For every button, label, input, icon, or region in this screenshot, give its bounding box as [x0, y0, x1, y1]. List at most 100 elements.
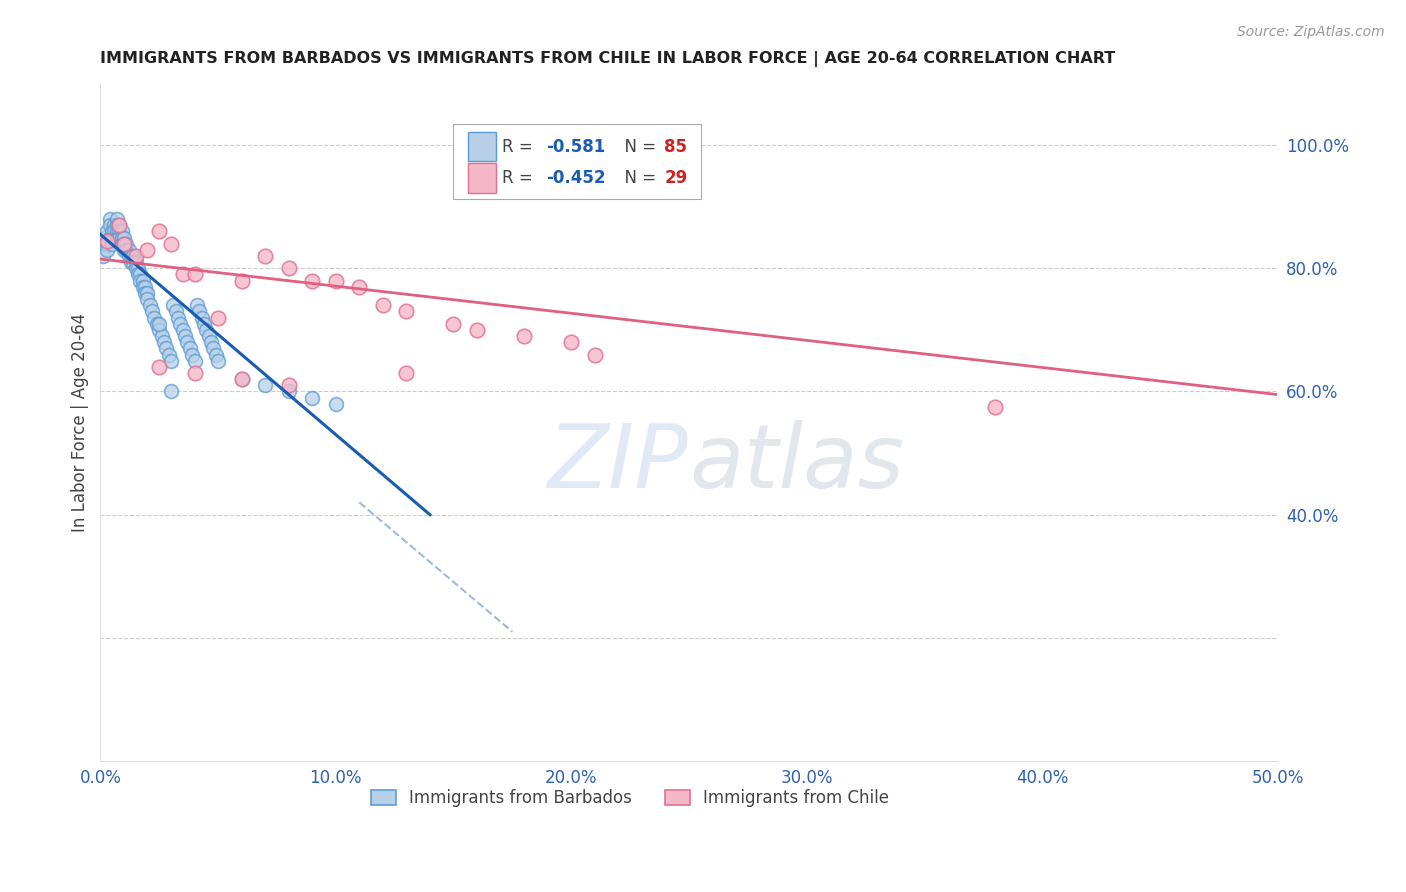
Point: [139, 298, 162, 312]
Point: [98, 230, 121, 244]
Point: [96, 224, 118, 238]
Point: [188, 304, 211, 318]
Point: [127, 268, 149, 282]
Point: [148, 359, 170, 374]
FancyBboxPatch shape: [468, 132, 496, 161]
FancyBboxPatch shape: [468, 162, 496, 193]
Point: [112, 236, 135, 251]
Text: 85: 85: [664, 137, 688, 155]
Y-axis label: In Labor Force | Age 20-64: In Labor Force | Age 20-64: [72, 313, 89, 532]
Point: [91, 249, 114, 263]
Point: [254, 249, 277, 263]
Point: [325, 397, 347, 411]
Point: [127, 261, 149, 276]
Point: [167, 310, 190, 325]
Point: [301, 391, 323, 405]
Point: [101, 230, 124, 244]
Point: [108, 230, 131, 244]
Text: Source: ZipAtlas.com: Source: ZipAtlas.com: [1237, 25, 1385, 39]
Point: [101, 224, 124, 238]
Point: [129, 268, 152, 282]
Point: [110, 236, 132, 251]
Point: [146, 317, 169, 331]
Point: [112, 243, 135, 257]
Point: [231, 372, 253, 386]
Point: [183, 366, 205, 380]
Point: [207, 310, 229, 325]
Point: [122, 249, 145, 263]
Point: [132, 274, 155, 288]
Point: [176, 335, 198, 350]
Point: [160, 353, 183, 368]
Point: [148, 224, 170, 238]
Point: [115, 236, 138, 251]
Point: [513, 329, 536, 343]
Legend: Immigrants from Barbados, Immigrants from Chile: Immigrants from Barbados, Immigrants fro…: [364, 782, 896, 814]
Point: [443, 317, 465, 331]
Text: N =: N =: [613, 137, 661, 155]
Point: [143, 310, 166, 325]
Point: [96, 243, 118, 257]
Point: [103, 224, 125, 238]
Point: [134, 280, 156, 294]
Point: [231, 274, 253, 288]
FancyBboxPatch shape: [454, 124, 700, 199]
Point: [148, 317, 170, 331]
Point: [103, 230, 125, 244]
Point: [172, 268, 194, 282]
Point: [165, 304, 187, 318]
Point: [103, 218, 125, 232]
Point: [108, 218, 131, 232]
Point: [984, 400, 1007, 414]
Point: [129, 274, 152, 288]
Point: [105, 224, 128, 238]
Point: [136, 292, 159, 306]
Point: [105, 218, 128, 232]
Point: [197, 329, 219, 343]
Point: [183, 353, 205, 368]
Point: [200, 335, 222, 350]
Point: [124, 255, 146, 269]
Point: [120, 249, 142, 263]
Point: [136, 243, 159, 257]
Text: -0.452: -0.452: [547, 169, 606, 186]
Point: [108, 224, 131, 238]
Point: [160, 236, 183, 251]
Point: [153, 335, 176, 350]
Point: [155, 342, 177, 356]
Point: [560, 335, 582, 350]
Point: [94, 230, 117, 244]
Point: [465, 323, 488, 337]
Point: [157, 347, 180, 361]
Point: [120, 255, 142, 269]
Point: [231, 372, 253, 386]
Text: IMMIGRANTS FROM BARBADOS VS IMMIGRANTS FROM CHILE IN LABOR FORCE | AGE 20-64 COR: IMMIGRANTS FROM BARBADOS VS IMMIGRANTS F…: [100, 51, 1115, 67]
Point: [124, 261, 146, 276]
Point: [96, 236, 118, 251]
Point: [115, 243, 138, 257]
Point: [117, 249, 139, 263]
Point: [301, 274, 323, 288]
Point: [98, 218, 121, 232]
Point: [110, 230, 132, 244]
Point: [349, 280, 371, 294]
Point: [202, 342, 225, 356]
Point: [132, 280, 155, 294]
Point: [141, 304, 163, 318]
Point: [186, 298, 208, 312]
Point: [98, 212, 121, 227]
Text: ZIP: ZIP: [548, 420, 689, 506]
Point: [105, 230, 128, 244]
Point: [148, 323, 170, 337]
Point: [110, 224, 132, 238]
Point: [150, 329, 173, 343]
Text: -0.581: -0.581: [547, 137, 606, 155]
Point: [96, 234, 118, 248]
Point: [195, 323, 218, 337]
Point: [277, 378, 299, 392]
Point: [105, 212, 128, 227]
Point: [169, 317, 191, 331]
Point: [112, 236, 135, 251]
Text: N =: N =: [613, 169, 661, 186]
Point: [101, 236, 124, 251]
